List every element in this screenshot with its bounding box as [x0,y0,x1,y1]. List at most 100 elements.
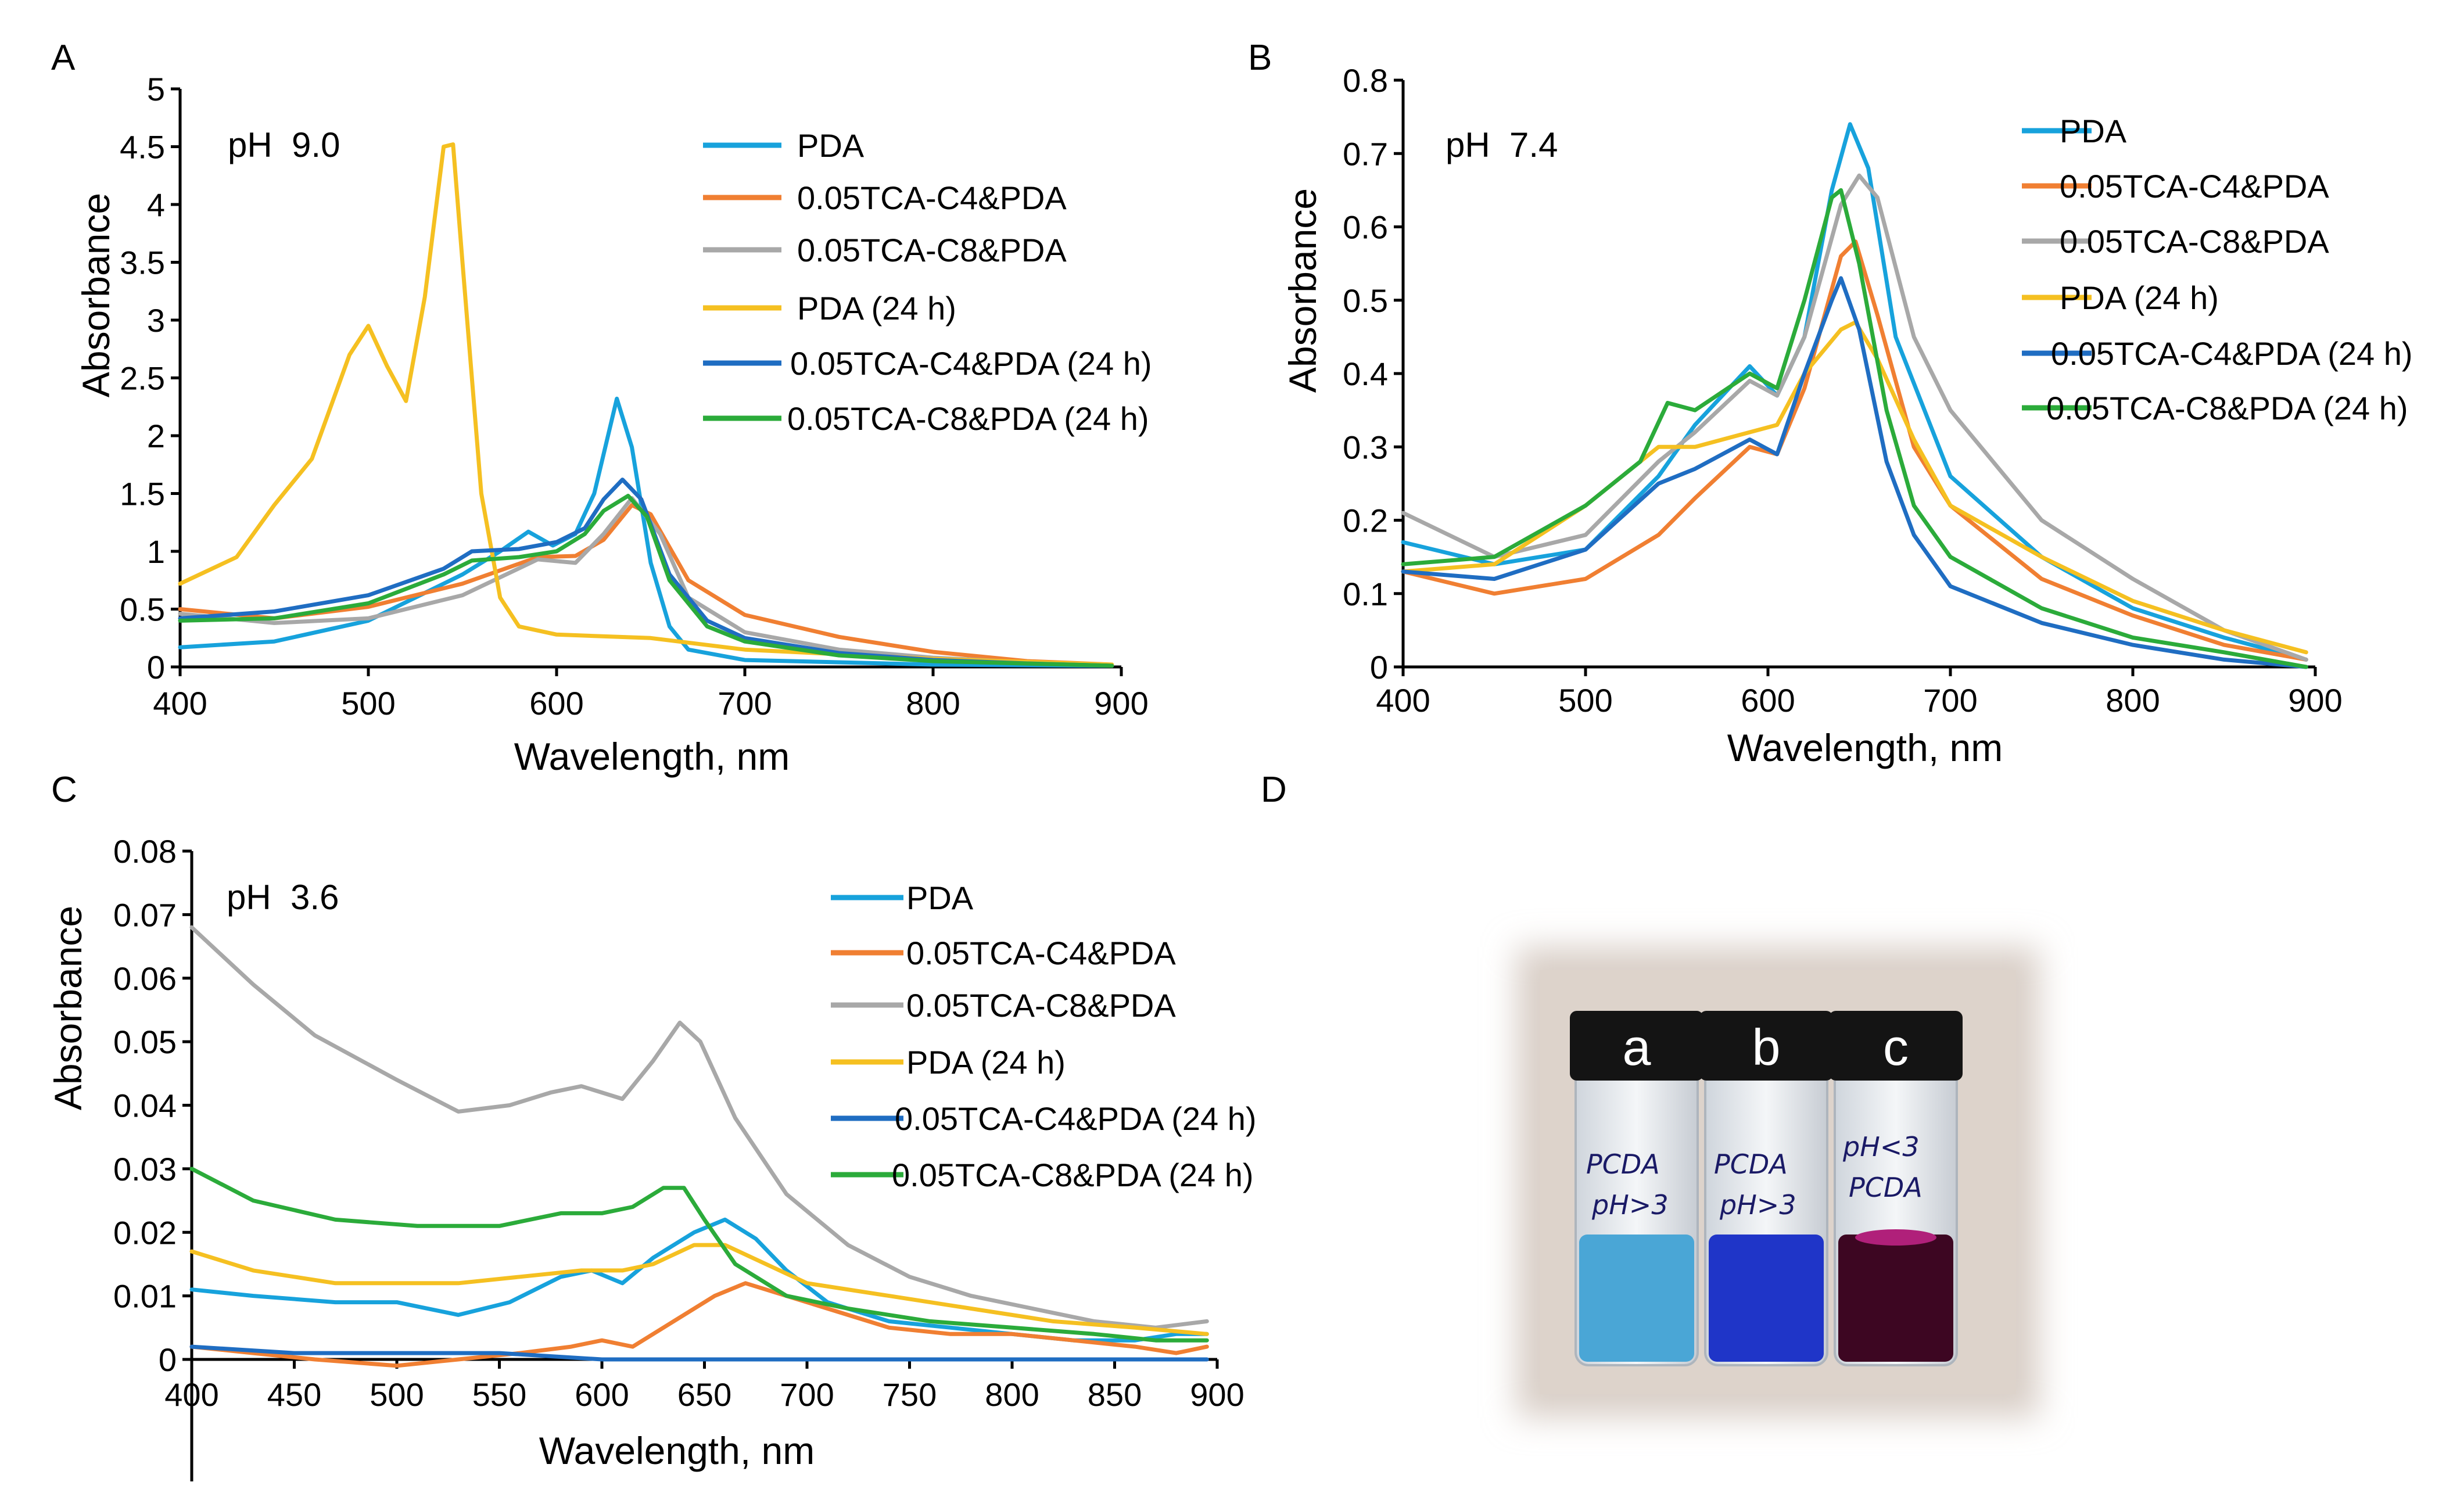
vial-liquid [1838,1235,1953,1362]
y-tick-label: 0.08 [113,833,177,870]
legend-label: 0.05TCA-C4&PDA (24 h) [2051,335,2412,372]
vial-cap [1570,1011,1703,1081]
panel-c-label: C [51,770,77,810]
panel-b-xlabel: Wavelength, nm [1727,726,2003,769]
panel-a-xlabel: Wavelength, nm [514,735,790,778]
x-tick-label: 500 [341,685,395,722]
legend-entry: 0.05TCA-C4&PDA [831,935,1176,971]
x-tick-label: 750 [883,1376,937,1413]
x-tick-label: 700 [780,1376,834,1413]
x-tick-label: 400 [153,685,207,722]
legend-label: 0.05TCA-C8&PDA (24 h) [787,400,1149,437]
panel-c-xlabel: Wavelength, nm [539,1429,815,1472]
series-line [189,1243,1209,1336]
series-line [178,142,1114,667]
legend-label: 0.05TCA-C8&PDA (24 h) [892,1157,1253,1193]
y-tick-label: 3.5 [120,245,165,281]
vial: a PCDA pH>3 [1570,1011,1703,1366]
vial-cap [1699,1011,1833,1081]
y-tick-label: 0.07 [113,896,177,933]
legend-label: 0.05TCA-C4&PDA (24 h) [895,1100,1256,1137]
y-tick-label: 3 [147,302,165,339]
y-tick-label: 2 [147,418,165,454]
x-tick-label: 600 [575,1376,629,1413]
legend-entry: PDA (24 h) [831,1044,1066,1081]
y-tick-label: 0.7 [1343,135,1388,172]
series-line [189,1281,1209,1368]
x-tick-label: 400 [164,1376,218,1413]
y-tick-label: 0.04 [113,1088,177,1124]
panel-b-ticks: 0 0.1 0.2 0.3 0.4 0.5 0.6 0.7 0.8 400 500 600 700 800… [1343,62,2343,719]
panel-d: D a PCDA pH>3 b PCDA p [1261,770,2039,1418]
vial: c pH<3 PCDA [1829,1011,1963,1366]
vial-cap-letter: c [1883,1018,1909,1076]
x-tick-label: 700 [718,685,772,722]
vial-writing: PCDA [1714,1149,1788,1180]
y-tick-label: 0 [147,649,165,686]
series-line [1401,173,2308,662]
legend-label: PDA (24 h) [797,290,956,326]
y-tick-label: 0.3 [1343,429,1388,465]
x-tick-label: 700 [1923,682,1977,719]
legend-label: PDA (24 h) [906,1044,1066,1081]
x-tick-label: 650 [677,1376,731,1413]
legend-entry: 0.05TCA-C4&PDA (24 h) [2022,335,2412,372]
x-tick-label: 500 [370,1376,424,1413]
vial: b PCDA pH>3 [1699,1011,1833,1366]
panel-b: B pH 7.4 Absorbance Wavelength, nm 0 0.1 0… [1248,38,2412,769]
series-line [189,1344,1209,1362]
y-tick-label: 4 [147,186,165,223]
panel-b-label: B [1248,38,1272,78]
x-tick-label: 600 [1741,682,1795,719]
y-tick-label: 0 [1370,649,1388,686]
panel-d-label: D [1261,770,1287,810]
panel-c: C pH 3.6 Absorbance Wavelength, nm 0 0.01… [46,770,1256,1481]
y-tick-label: 1.5 [120,476,165,512]
legend-label: 0.05TCA-C4&PDA [906,935,1176,971]
legend-label: PDA [906,880,974,916]
panel-a-legend: PDA 0.05TCA-C4&PDA 0.05TCA-C8&PDA PDA (2… [703,127,1152,437]
y-tick-label: 0.02 [113,1214,177,1251]
vial-liquid [1709,1235,1824,1362]
series-line [1401,239,2308,662]
vial-writing: pH>3 [1591,1189,1669,1221]
series-line [178,494,1114,668]
y-tick-label: 1 [147,533,165,570]
vial-liquid [1579,1235,1694,1362]
panel-b-ph-annotation: pH 7.4 [1446,125,1558,164]
series-line [1401,276,2308,669]
legend-entry: PDA (24 h) [2022,279,2219,316]
legend-entry: 0.05TCA-C4&PDA [703,180,1067,216]
legend-label: PDA [797,127,865,164]
panel-a-ylabel: Absorbance [74,193,117,397]
panel-a: A pH 9.0 Absorbance Wavelength, nm 0 0.5 1… [51,38,1152,778]
x-tick-label: 450 [267,1376,321,1413]
x-tick-label: 900 [2288,682,2342,719]
x-tick-label: 900 [1094,685,1148,722]
legend-label: 0.05TCA-C8&PDA [2060,223,2329,260]
legend-entry: 0.05TCA-C8&PDA (24 h) [703,400,1149,437]
legend-label: 0.05TCA-C8&PDA (24 h) [2046,390,2408,426]
panel-b-ylabel: Absorbance [1281,188,1324,393]
y-tick-label: 0 [159,1341,177,1378]
x-tick-label: 800 [985,1376,1039,1413]
y-tick-label: 0.4 [1343,356,1388,392]
vial-writing: PCDA [1586,1149,1660,1180]
panel-c-ylabel: Absorbance [46,906,89,1110]
legend-entry: PDA [831,880,974,916]
panel-c-legend: PDA 0.05TCA-C4&PDA 0.05TCA-C8&PDA PDA (2… [831,880,1256,1193]
legend-entry: 0.05TCA-C8&PDA [831,987,1176,1024]
panel-b-legend: PDA 0.05TCA-C4&PDA 0.05TCA-C8&PDA PDA (2… [2022,113,2412,426]
y-tick-label: 0.1 [1343,576,1388,612]
vial-cap [1829,1011,1963,1081]
series-line [189,925,1209,1330]
x-tick-label: 800 [2106,682,2160,719]
legend-entry: 0.05TCA-C4&PDA (24 h) [703,345,1152,382]
panel-a-label: A [51,38,76,78]
vial-writing: pH<3 [1842,1131,1920,1162]
panel-a-ph-annotation: pH 9.0 [228,125,340,164]
legend-entry: PDA [2022,113,2127,149]
y-tick-label: 0.05 [113,1024,177,1060]
legend-entry: 0.05TCA-C4&PDA [2022,168,2329,204]
